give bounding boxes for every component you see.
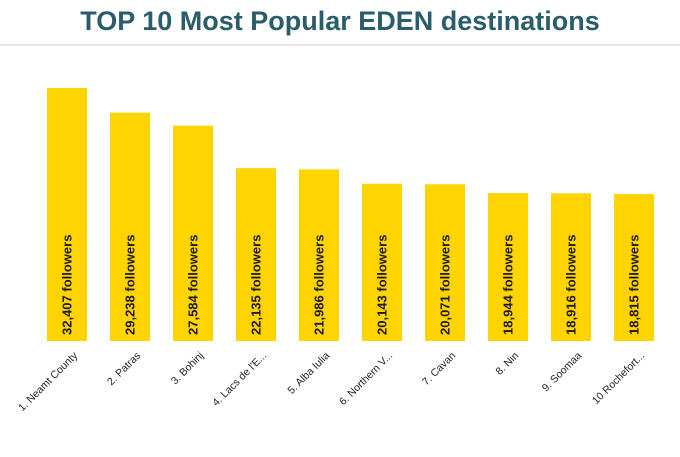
category-label-1: 1. Neamt County xyxy=(16,349,81,414)
bar-9[interactable] xyxy=(551,193,591,341)
bar-value-label-9: 18,916 followers xyxy=(564,235,579,335)
category-label-9: 9. Soomaa xyxy=(540,350,585,395)
title-divider xyxy=(0,44,680,46)
category-label-7: 7. Cavan xyxy=(420,350,458,388)
category-labels-group: 1. Neamt County 2. Patras 3. Bohinj 4. Lacs… xyxy=(16,349,647,414)
bar-value-label-4: 22,135 followers xyxy=(249,235,264,335)
category-label-2: 2. Patras xyxy=(105,350,143,388)
bar-7[interactable] xyxy=(425,184,465,341)
category-label-8: 8. Nin xyxy=(493,350,521,378)
category-label-6: 6. Northern V... xyxy=(337,350,395,408)
data-labels-group: 32,407 followers 29,238 followers 27,584 f… xyxy=(60,235,642,335)
bar-value-label-10: 18,815 followers xyxy=(627,235,642,335)
bar-6[interactable] xyxy=(362,183,402,341)
bar-10[interactable] xyxy=(614,194,654,341)
category-label-3: 3. Bohinj xyxy=(169,350,206,387)
bar-value-label-1: 32,407 followers xyxy=(60,235,75,335)
bar-4[interactable] xyxy=(236,168,276,341)
category-label-10: 10 Rochefort... xyxy=(590,350,647,407)
bar-5[interactable] xyxy=(299,169,339,341)
bar-value-label-2: 29,238 followers xyxy=(123,235,138,335)
bar-value-label-5: 21,986 followers xyxy=(312,235,327,335)
bar-value-label-3: 27,584 followers xyxy=(186,235,201,335)
category-label-5: 5. Alba Iulia xyxy=(285,350,332,397)
bar-value-label-6: 20,143 followers xyxy=(375,235,390,335)
bar-8[interactable] xyxy=(488,193,528,341)
bar-value-label-7: 20,071 followers xyxy=(438,235,453,335)
bars-group xyxy=(47,88,654,342)
category-label-4: 4. Lacs de l'E... xyxy=(210,350,269,409)
bar-1[interactable] xyxy=(47,88,87,341)
bar-2[interactable] xyxy=(110,112,150,342)
bar-value-label-8: 18,944 followers xyxy=(501,235,516,335)
bar-3[interactable] xyxy=(173,125,213,341)
chart-title: TOP 10 Most Popular EDEN destinations xyxy=(80,6,600,36)
